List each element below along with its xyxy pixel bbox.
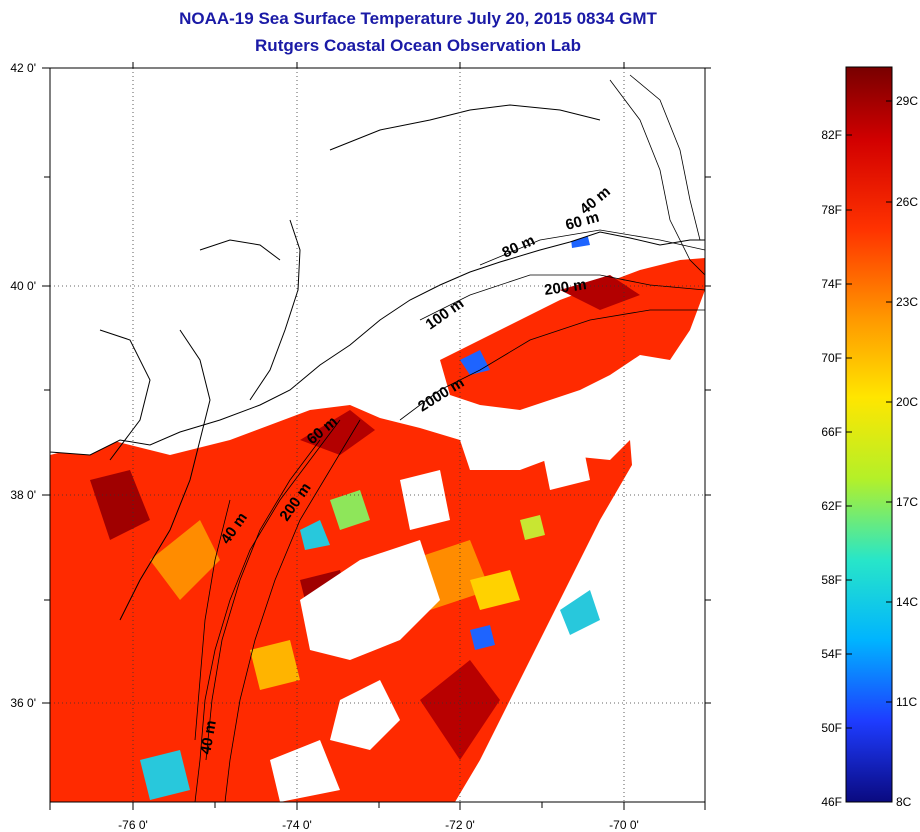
- colorbar-label-20c: 20C: [896, 395, 919, 409]
- colorbar-label-58f: 58F: [821, 573, 842, 587]
- lat-label-36: 36 0': [10, 696, 36, 710]
- colorbar-label-54f: 54F: [821, 647, 842, 661]
- colorbar-label-8c: 8C: [896, 795, 912, 809]
- contour-label-100m: 100 m: [423, 295, 468, 333]
- lat-label-42: 42 0': [10, 61, 36, 75]
- colorbar-label-14c: 14C: [896, 595, 919, 609]
- colorbar-ticks: [846, 100, 892, 729]
- colorbar-label-62f: 62F: [821, 499, 842, 513]
- lon-label-76: -76 0': [118, 818, 148, 832]
- colorbar: [845, 66, 893, 803]
- colorbar-label-17c: 17C: [896, 495, 919, 509]
- colorbar-label-66f: 66F: [821, 425, 842, 439]
- colorbar-label-82f: 82F: [821, 128, 842, 142]
- lon-label-72: -72 0': [445, 818, 475, 832]
- colorbar-label-78f: 78F: [821, 203, 842, 217]
- colorbar-label-46f: 46F: [821, 795, 842, 809]
- contour-label-200m-ne: 200 m: [543, 276, 587, 299]
- map-title: NOAA-19 Sea Surface Temperature July 20,…: [179, 9, 657, 28]
- colorbar-label-29c: 29C: [896, 94, 919, 108]
- map-subtitle: Rutgers Coastal Ocean Observation Lab: [255, 36, 581, 55]
- lon-label-74: -74 0': [282, 818, 312, 832]
- colorbar-label-23c: 23C: [896, 295, 919, 309]
- map-ticks: [42, 62, 711, 810]
- sst-swath-north: [440, 258, 705, 410]
- lat-label-38: 38 0': [10, 488, 36, 502]
- lon-label-70: -70 0': [609, 818, 639, 832]
- colorbar-label-26c: 26C: [896, 195, 919, 209]
- map-frame: [49, 67, 706, 803]
- contour-label-40m-s: 40 m: [197, 719, 220, 756]
- colorbar-label-11c: 11C: [896, 695, 918, 709]
- colorbar-label-50f: 50F: [821, 721, 842, 735]
- colorbar-label-74f: 74F: [821, 277, 842, 291]
- lat-label-40: 40 0': [10, 279, 36, 293]
- colorbar-label-70f: 70F: [821, 351, 842, 365]
- land-mass: [50, 68, 705, 456]
